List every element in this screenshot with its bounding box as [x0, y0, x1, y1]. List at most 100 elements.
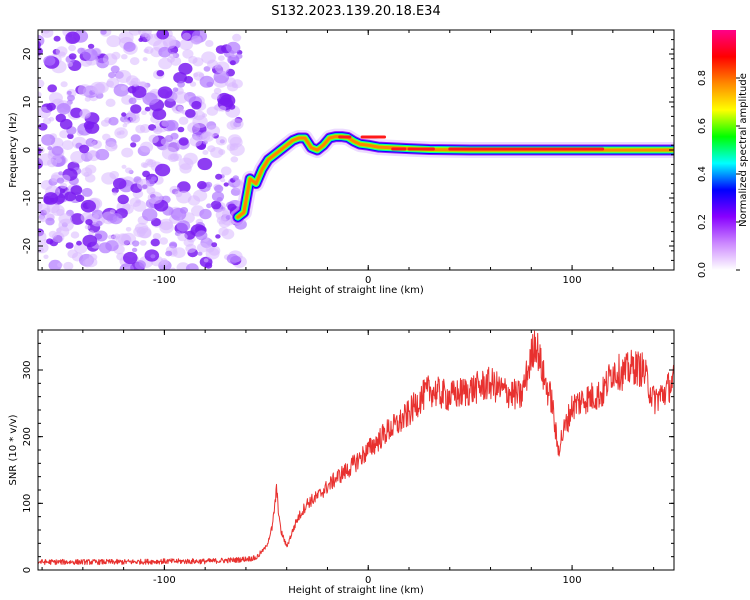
noise-blob	[227, 134, 242, 146]
noise-blob	[105, 240, 119, 252]
noise-blob	[82, 259, 93, 268]
noise-blob	[140, 162, 148, 168]
noise-blob	[178, 137, 189, 146]
noise-blob	[79, 109, 91, 119]
y-tick-label: 300	[22, 360, 33, 379]
noise-blob	[161, 146, 178, 160]
noise-blob	[108, 72, 116, 79]
colorbar-ticks: 0.0 0.2 0.4 0.6 0.8	[697, 70, 740, 278]
noise-blob	[67, 133, 74, 139]
noise-blob	[156, 70, 165, 77]
noise-blob	[56, 177, 65, 184]
noise-blob	[43, 254, 49, 259]
noise-blob	[182, 49, 194, 59]
noise-blob	[205, 247, 220, 260]
colorbar-tick-label: 0.0	[697, 262, 708, 278]
noise-blob	[135, 124, 146, 134]
x-tick-label: 100	[563, 275, 582, 286]
figure-title: S132.2023.139.20.18.E34	[271, 4, 440, 19]
noise-blob	[142, 208, 158, 222]
noise-blob	[177, 126, 185, 133]
noise-blob	[141, 110, 147, 115]
noise-blob	[55, 157, 62, 164]
noise-blob	[179, 163, 192, 174]
colorbar-tick-label: 0.6	[697, 118, 708, 134]
noise-blob	[216, 216, 227, 225]
noise-blob	[43, 192, 59, 205]
noise-blob	[57, 262, 63, 268]
noise-blob	[197, 181, 207, 190]
noise-blob	[38, 34, 45, 47]
noise-blob	[48, 259, 62, 270]
noise-blob	[218, 55, 225, 61]
noise-blob	[184, 108, 196, 118]
noise-blob	[134, 260, 146, 270]
noise-blob	[94, 230, 108, 242]
noise-blob	[206, 106, 218, 116]
noise-blob	[144, 106, 151, 112]
noise-blob	[155, 163, 171, 177]
noise-blob	[67, 249, 78, 259]
noise-blob	[38, 241, 49, 254]
noise-blob	[68, 44, 76, 52]
snr-panel: -100 0 100 0 100 200 300 Height of straight l…	[8, 329, 675, 596]
noise-blob	[211, 92, 220, 100]
noise-blob	[146, 159, 157, 168]
noise-blob	[139, 240, 147, 246]
colorbar-tick-label: 0.4	[697, 166, 708, 182]
noise-blob	[163, 38, 177, 49]
noise-blob	[147, 191, 163, 204]
x-tick-label: 0	[365, 575, 371, 586]
noise-blob	[188, 56, 198, 64]
noise-blob	[59, 188, 66, 194]
noise-blob	[220, 166, 232, 176]
noise-blob	[81, 187, 93, 197]
noise-blob	[178, 62, 193, 75]
noise-blob	[189, 81, 197, 87]
noise-blob	[215, 136, 227, 146]
noise-blob	[90, 81, 105, 94]
noise-blob	[51, 231, 65, 243]
noise-blob	[218, 105, 227, 112]
noise-blob	[130, 104, 142, 114]
spectrogram-y-ticks: -20 -10 0 10 20	[22, 29, 674, 271]
noise-blob	[73, 242, 88, 254]
noise-blob	[121, 164, 127, 169]
noise-blob	[177, 181, 191, 193]
noise-blob	[191, 100, 202, 110]
noise-blob	[214, 61, 230, 74]
noise-blob	[111, 187, 119, 194]
noise-blob	[153, 128, 159, 133]
noise-blob	[38, 230, 47, 243]
noise-blob	[47, 146, 53, 151]
noise-blob	[51, 146, 64, 156]
y-tick-label: 100	[22, 494, 33, 513]
noise-blob	[189, 136, 203, 147]
noise-blob	[223, 182, 229, 187]
noise-blob	[142, 57, 148, 62]
noise-blob	[178, 116, 189, 125]
noise-blob	[193, 189, 208, 202]
noise-blob	[165, 250, 173, 257]
noise-blob	[176, 190, 192, 204]
noise-blob	[110, 65, 120, 74]
noise-blob	[105, 141, 118, 152]
noise-blob	[125, 227, 132, 232]
noise-blob	[55, 113, 66, 123]
noise-blob	[203, 258, 209, 263]
noise-blob	[159, 237, 169, 245]
snr-y-label: SNR (10 * v/v)	[8, 414, 19, 485]
noise-blob	[66, 90, 72, 95]
noise-blob	[177, 81, 186, 88]
noise-blob	[96, 220, 103, 227]
noise-blob	[61, 140, 74, 151]
noise-blob	[58, 171, 64, 176]
noise-blob	[211, 242, 218, 248]
noise-blob	[132, 86, 147, 98]
noise-blob	[70, 185, 83, 196]
noise-blob	[185, 263, 199, 270]
noise-blob	[39, 216, 46, 223]
noise-blob	[184, 76, 194, 84]
noise-blob	[226, 41, 241, 54]
